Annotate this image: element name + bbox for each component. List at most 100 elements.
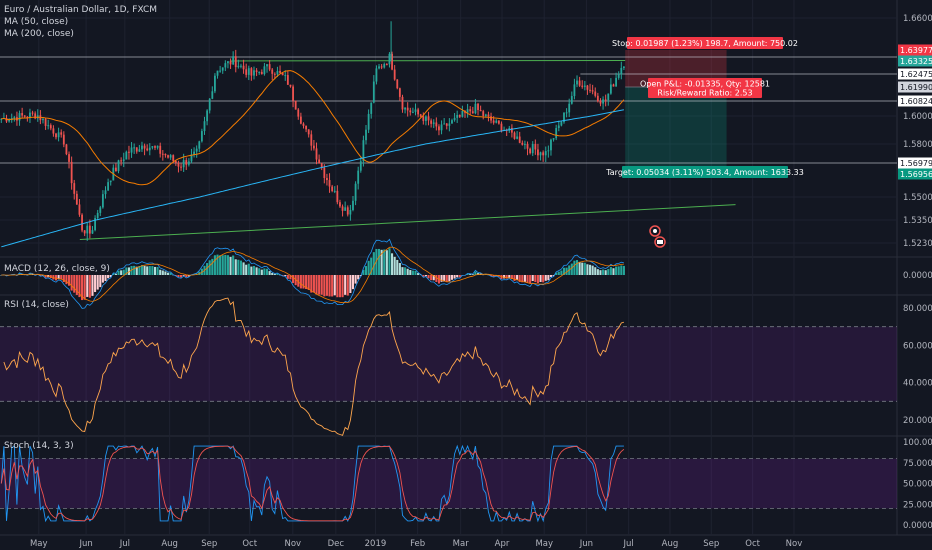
rsi-band xyxy=(0,326,897,402)
macd-histogram-bar xyxy=(135,266,138,275)
macd-histogram-bar xyxy=(120,270,123,275)
macd-histogram-bar xyxy=(221,255,224,275)
macd-histogram-bar xyxy=(208,260,211,275)
time-axis-label: Jun xyxy=(579,539,593,549)
candle-body xyxy=(367,113,370,130)
macd-histogram-bar xyxy=(122,269,125,275)
macd-histogram-bar xyxy=(297,275,300,287)
candle-body xyxy=(474,103,477,114)
rsi-pane xyxy=(3,297,625,436)
candle-body xyxy=(81,214,83,231)
candle-body xyxy=(404,107,406,110)
stoch-axis-label: 50.0000 xyxy=(903,480,932,490)
candle-body xyxy=(146,148,149,151)
macd-histogram-bar xyxy=(542,275,545,283)
macd-histogram-bar xyxy=(151,266,154,275)
time-axis-label: 2019 xyxy=(365,539,387,549)
candle-body xyxy=(8,120,11,122)
candle-body xyxy=(55,133,57,138)
macd-histogram-bar xyxy=(372,252,375,275)
macd-histogram-bar xyxy=(307,275,310,290)
candle-body xyxy=(240,65,242,67)
macd-histogram-bar xyxy=(393,256,396,275)
time-axis-label: Mar xyxy=(453,539,470,549)
candle-body xyxy=(154,146,156,148)
candle-body xyxy=(229,61,232,65)
macd-histogram-bar xyxy=(445,275,448,283)
stoch-axis-label: 100.0000 xyxy=(903,438,932,448)
candle-body xyxy=(312,145,315,149)
candle-body xyxy=(130,147,133,153)
macd-histogram-bar xyxy=(583,262,586,275)
candle-body xyxy=(305,125,308,130)
price-tag-bg xyxy=(898,68,932,80)
candle-body xyxy=(469,109,472,112)
macd-histogram-bar xyxy=(612,268,615,275)
candle-body xyxy=(68,154,70,162)
position-tool[interactable] xyxy=(625,50,727,167)
candle-body xyxy=(141,145,143,150)
candle-body xyxy=(550,139,552,151)
macd-histogram-bar xyxy=(354,275,357,284)
macd-histogram-bar xyxy=(435,275,438,282)
candle-body xyxy=(425,116,427,121)
candle-body xyxy=(83,230,86,234)
candle-body xyxy=(253,70,255,76)
candle-body xyxy=(354,183,357,201)
macd-histogram-bar xyxy=(552,275,555,277)
candle-body xyxy=(534,143,537,150)
macd-histogram-bar xyxy=(216,254,219,275)
candle-body xyxy=(117,160,120,172)
candle-body xyxy=(573,84,576,97)
symbol-title: Euro / Australian Dollar, 1D, FXCM xyxy=(4,5,157,15)
candle-body xyxy=(581,85,584,87)
time-axis-label: May xyxy=(30,539,48,549)
macd-histogram-bar xyxy=(591,265,594,275)
candle-body xyxy=(352,200,354,211)
candle-body xyxy=(44,119,47,126)
candle-body xyxy=(336,190,339,203)
macd-histogram-bar xyxy=(237,259,240,275)
candle-body xyxy=(120,160,123,162)
candle-body xyxy=(237,65,240,68)
macd-histogram-bar xyxy=(213,255,216,275)
macd-histogram-bar xyxy=(490,275,493,276)
macd-histogram-bar xyxy=(456,275,459,278)
candle-body xyxy=(466,109,469,113)
macd-histogram-bar xyxy=(54,275,58,281)
trendlines xyxy=(79,59,736,241)
macd-histogram-bar xyxy=(565,267,568,275)
candle-body xyxy=(341,206,344,211)
event-icon[interactable] xyxy=(654,236,666,248)
price-axis-label: 1.58000 xyxy=(903,140,932,150)
macd-histogram-bar xyxy=(476,273,480,275)
macd-histogram-bar xyxy=(232,255,235,275)
candle-body xyxy=(458,114,461,117)
candle-body xyxy=(49,125,52,129)
open-pnl-text: Open P&L: -0.01335, Qty: 12581 xyxy=(640,80,770,89)
macd-histogram-bar xyxy=(562,267,566,275)
macd-histogram-bar xyxy=(70,275,73,291)
candle-body xyxy=(461,110,464,117)
alert-icon[interactable] xyxy=(649,225,661,237)
candle-body xyxy=(518,136,521,143)
price-tag-bg xyxy=(898,168,932,180)
macd-histogram-bar xyxy=(271,272,274,275)
macd-histogram-bar xyxy=(521,275,524,283)
candle-body xyxy=(224,63,227,68)
target-label: Target: 0.05034 (3.11%) 503.4, Amount: 1… xyxy=(605,166,804,178)
macd-histogram-bar xyxy=(206,263,209,275)
candle-body xyxy=(576,80,578,85)
candle-body xyxy=(109,180,112,183)
candle-body xyxy=(99,207,102,213)
time-axis-label: Aug xyxy=(662,539,679,549)
candle-body xyxy=(52,128,55,134)
candles xyxy=(0,21,625,241)
oscillator-bands xyxy=(0,326,897,509)
candle-body xyxy=(159,145,162,154)
candle-body xyxy=(214,75,216,92)
macd-histogram-bar xyxy=(57,275,60,279)
candle-body xyxy=(604,99,607,101)
candle-body xyxy=(607,93,610,101)
